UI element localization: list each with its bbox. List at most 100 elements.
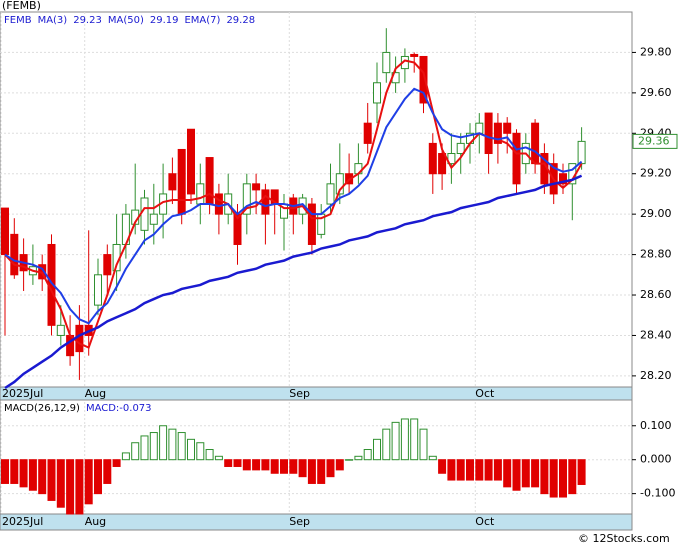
macd-bar xyxy=(521,459,530,488)
candle-body xyxy=(438,153,447,175)
macd-bar xyxy=(224,459,233,467)
y-tick-label: 29.00 xyxy=(640,207,672,220)
legend-value: 29.28 xyxy=(226,15,255,26)
macd-bar xyxy=(75,459,84,515)
candle-body xyxy=(447,153,456,165)
candle-body xyxy=(559,173,567,185)
macd-bar xyxy=(307,459,316,484)
macd-bar xyxy=(252,459,261,471)
macd-bar xyxy=(19,459,28,488)
macd-bar xyxy=(242,459,251,471)
y-tick-label: 29.60 xyxy=(640,86,672,99)
candle-body xyxy=(177,148,186,215)
x-tick-label: Sep xyxy=(289,515,310,528)
candle-body xyxy=(261,189,270,215)
x-tick-label: Aug xyxy=(85,515,106,528)
macd-bar xyxy=(261,459,270,471)
macd-label: MACD(26,12,9) xyxy=(4,403,80,414)
line xyxy=(4,174,583,390)
macd-bar xyxy=(391,421,400,461)
x-tick-label: 2025Jul xyxy=(2,387,43,400)
candle-body xyxy=(149,213,158,225)
candle-body xyxy=(428,142,437,175)
x-tick-label: Sep xyxy=(289,387,310,400)
candle-body xyxy=(242,183,251,215)
candle-body xyxy=(373,82,381,104)
candle-body xyxy=(1,207,9,256)
macd-bar xyxy=(540,459,549,495)
macd-bar xyxy=(559,459,567,498)
y-tick-label: 29.80 xyxy=(640,45,672,58)
macd-bar xyxy=(410,418,419,461)
candle-body xyxy=(140,197,149,231)
y-tick-label: -0.100 xyxy=(640,487,675,500)
legend-symbol: FEMB xyxy=(4,15,32,26)
macd-bar xyxy=(56,459,65,508)
candle-body xyxy=(335,173,344,195)
macd-bar xyxy=(121,452,130,461)
candle-body xyxy=(503,122,512,134)
macd-bar xyxy=(66,459,75,515)
macd-bar xyxy=(447,459,456,481)
macd-bar xyxy=(187,438,195,461)
macd-bar xyxy=(428,455,437,461)
price-tag-label: 29.36 xyxy=(638,134,670,147)
macd-bar xyxy=(484,459,493,481)
candle-body xyxy=(363,122,372,144)
macd-bar xyxy=(159,425,168,461)
macd-bar xyxy=(456,459,465,481)
legend-name: MA(50) xyxy=(108,15,144,26)
macd-bar xyxy=(466,459,474,481)
y-tick-label: 29.20 xyxy=(640,167,672,180)
macd-bar xyxy=(205,449,214,461)
y-tick-label: 0.000 xyxy=(640,453,672,466)
candle-body xyxy=(307,203,316,245)
x-tick-label: Aug xyxy=(85,387,106,400)
macd-bar xyxy=(363,449,372,461)
line xyxy=(4,87,583,325)
x-tick-label: Oct xyxy=(475,515,495,528)
macd-bar xyxy=(196,442,205,461)
y-tick-label: 28.60 xyxy=(640,288,672,301)
macd-bar xyxy=(289,459,298,474)
candle-body xyxy=(94,274,102,306)
macd-bar xyxy=(84,459,93,505)
macd-bar xyxy=(419,428,428,461)
macd-bar xyxy=(512,459,521,491)
candle-body xyxy=(419,55,428,104)
macd-bar xyxy=(568,459,577,495)
candle-body xyxy=(56,324,65,336)
x-tick-label: 2025Jul xyxy=(2,515,43,528)
macd-panel xyxy=(0,399,633,515)
macd-bar xyxy=(177,432,186,461)
y-tick-label: 28.80 xyxy=(640,248,672,261)
candle-body xyxy=(196,183,205,205)
macd-bar xyxy=(317,459,326,484)
date-band xyxy=(0,513,633,531)
macd-bar xyxy=(400,418,409,461)
candle-body xyxy=(475,122,484,134)
candle-body xyxy=(531,122,540,165)
footer: © 12Stocks.com xyxy=(578,532,670,545)
macd-bar xyxy=(475,459,484,481)
macd-value: MACD:-0.073 xyxy=(86,403,152,414)
macd-bar xyxy=(335,459,344,471)
macd-bar xyxy=(549,459,558,498)
macd-bar xyxy=(577,459,586,485)
macd-bar xyxy=(94,459,102,495)
y-tick-label: 0.100 xyxy=(640,419,672,432)
macd-bar xyxy=(354,455,363,461)
price-panel xyxy=(0,11,633,388)
y-tick-label: 28.20 xyxy=(640,369,672,382)
macd-bar xyxy=(10,459,19,484)
price-tag xyxy=(632,133,678,149)
macd-bar xyxy=(373,438,381,461)
candle-body xyxy=(484,112,493,155)
legend-value: 29.19 xyxy=(150,15,179,26)
x-tick-label: Oct xyxy=(475,387,495,400)
candle-body xyxy=(326,183,335,205)
macd-bar xyxy=(149,432,158,461)
y-tick-label: 28.40 xyxy=(640,328,672,341)
legend-name: MA(3) xyxy=(38,15,68,26)
